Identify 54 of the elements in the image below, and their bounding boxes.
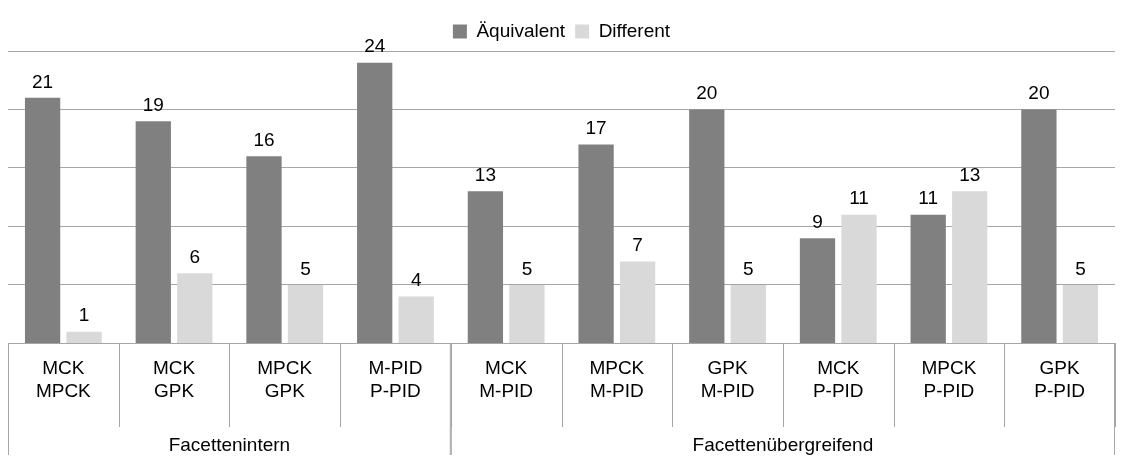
legend-label: Äquivalent xyxy=(476,19,566,41)
data-label: 5 xyxy=(521,257,533,279)
data-label: 17 xyxy=(585,117,607,139)
data-label: 9 xyxy=(812,210,823,232)
data-label: 7 xyxy=(632,234,643,256)
bar xyxy=(66,331,102,343)
data-label: 5 xyxy=(1075,257,1086,279)
data-label: 16 xyxy=(253,129,275,150)
data-label: 21 xyxy=(32,70,54,92)
bar xyxy=(357,62,393,343)
data-label: 6 xyxy=(189,245,201,267)
text: Facettenintern xyxy=(168,433,291,455)
data-label: 13 xyxy=(474,164,496,186)
data-label: 1 xyxy=(78,304,90,326)
x-tick-label: MPCK M-PID xyxy=(589,357,645,401)
bar xyxy=(730,284,766,343)
bar xyxy=(246,156,282,343)
bar xyxy=(1021,109,1057,343)
bar xyxy=(952,191,988,343)
x-tick-label: GPK P-PID xyxy=(1034,357,1085,401)
x-tick-label: MPCK P-PID xyxy=(921,357,977,401)
bar xyxy=(24,97,61,343)
bar xyxy=(467,191,504,343)
x-tick-label: MCK MPCK xyxy=(35,357,92,401)
x-tick-label: MCK P-PID xyxy=(812,357,864,401)
bar xyxy=(910,214,946,343)
bar xyxy=(398,296,434,343)
bar xyxy=(841,214,877,343)
bar xyxy=(619,261,656,343)
data-label: 11 xyxy=(849,187,869,209)
bar xyxy=(509,284,545,343)
data-label: 13 xyxy=(959,164,981,186)
bar xyxy=(689,109,725,343)
text: Facettenübergreifend xyxy=(692,433,874,455)
data-label: 11 xyxy=(918,187,939,209)
legend-label: Different xyxy=(598,19,671,41)
x-tick-label: MCK GPK xyxy=(152,357,196,401)
bar xyxy=(135,121,171,343)
data-label: 5 xyxy=(743,257,754,279)
data-label: 20 xyxy=(696,82,718,104)
data-label: 4 xyxy=(410,269,422,291)
bar xyxy=(177,273,213,343)
x-tick-label: M-PID P-PID xyxy=(368,357,423,401)
x-tick-label: MCK M-PID xyxy=(479,357,534,401)
data-label: 19 xyxy=(142,93,164,115)
bar xyxy=(578,144,614,343)
bar xyxy=(1062,284,1099,343)
data-label: 24 xyxy=(364,35,386,57)
bar xyxy=(287,284,324,343)
x-tick-label: GPK M-PID xyxy=(700,357,755,401)
data-label: 5 xyxy=(300,257,311,279)
x-tick-label: MPCK GPK xyxy=(257,357,313,401)
bar xyxy=(799,238,836,343)
data-label: 20 xyxy=(1028,82,1050,104)
